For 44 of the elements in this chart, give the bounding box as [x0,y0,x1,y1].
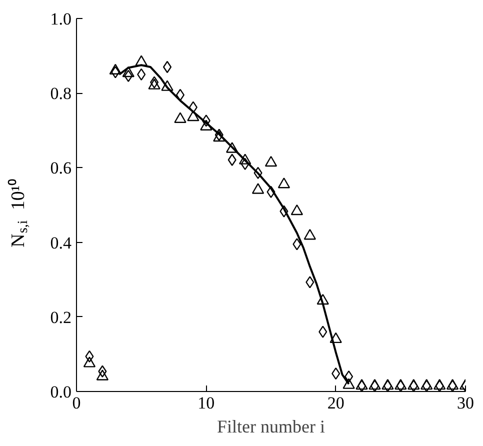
point [292,238,302,250]
point [226,142,238,153]
y-tick-label: 0.4 [50,233,72,252]
point [174,112,186,123]
point [83,356,96,368]
point [122,66,134,78]
point [161,80,174,91]
point [98,365,107,378]
point [214,128,224,141]
x-axis-title: Filter number i [217,416,325,436]
y-tick-label: 0.0 [50,382,72,402]
point [304,229,316,240]
y-tick-label: 0.6 [50,158,72,178]
point [290,204,304,216]
point [316,294,329,305]
y-axis-title: Ns,i 10¹⁰ [7,178,31,248]
point [96,370,109,380]
y-tick-label: 1.0 [50,10,72,28]
y-tick-label: 0.2 [50,308,72,327]
point [252,183,264,194]
point [306,276,314,288]
point [200,120,212,130]
point [111,66,120,78]
x-tick-label: 20 [327,394,344,412]
point [342,378,355,389]
point [109,64,122,74]
point [264,156,278,167]
x-tick-label: 10 [198,394,215,412]
y-tick-label: 0.8 [50,84,72,104]
point [150,76,159,88]
point [188,101,198,114]
point [330,332,342,344]
point [187,110,200,122]
x-tick-label: 30 [457,394,474,412]
point [135,55,148,66]
point [213,130,226,142]
point [280,205,288,218]
point [202,114,210,127]
point [228,154,236,166]
point [318,326,328,338]
x-tick-label: 0 [72,394,81,412]
point [278,178,290,188]
point [238,154,252,164]
point [148,78,160,90]
